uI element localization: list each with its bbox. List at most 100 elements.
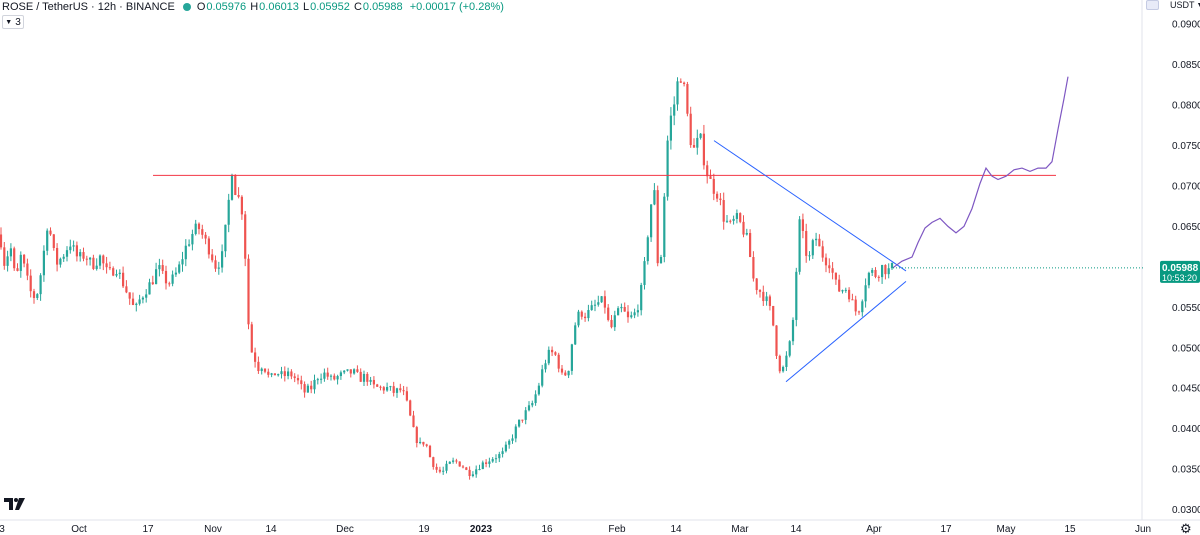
candle[interactable] <box>296 374 300 385</box>
candle[interactable] <box>458 461 461 467</box>
candle[interactable] <box>201 224 204 239</box>
candle[interactable] <box>560 365 564 375</box>
candle[interactable] <box>270 372 273 378</box>
candle[interactable] <box>234 174 237 196</box>
currency-selector[interactable]: USDT ▼ <box>1170 0 1200 10</box>
candle[interactable] <box>745 228 748 236</box>
candle[interactable] <box>26 258 29 281</box>
candle[interactable] <box>369 376 372 386</box>
candle[interactable] <box>85 255 88 266</box>
candle[interactable] <box>412 410 415 428</box>
candle[interactable] <box>191 229 194 251</box>
candle[interactable] <box>115 269 118 278</box>
candle[interactable] <box>250 321 253 353</box>
candle[interactable] <box>630 311 633 319</box>
candle[interactable] <box>537 382 540 396</box>
candle[interactable] <box>356 365 359 373</box>
candle[interactable] <box>643 256 646 290</box>
candle[interactable] <box>155 262 158 285</box>
candle[interactable] <box>343 370 346 375</box>
candle[interactable] <box>9 243 12 262</box>
candle[interactable] <box>808 251 811 261</box>
candle[interactable] <box>320 373 323 384</box>
candle[interactable] <box>257 356 260 374</box>
candle[interactable] <box>105 256 108 274</box>
candle[interactable] <box>323 368 326 382</box>
candle[interactable] <box>260 367 263 375</box>
candle[interactable] <box>36 293 39 301</box>
candle[interactable] <box>791 317 795 346</box>
candle[interactable] <box>871 267 874 277</box>
candle[interactable] <box>405 386 408 402</box>
candle[interactable] <box>640 282 643 316</box>
candle[interactable] <box>49 227 52 236</box>
candle[interactable] <box>633 308 636 319</box>
candle[interactable] <box>508 439 511 449</box>
candle[interactable] <box>669 107 672 150</box>
indicators-toggle-button[interactable]: ▼ 3 <box>2 15 24 29</box>
candle[interactable] <box>122 266 125 288</box>
candle[interactable] <box>6 250 9 272</box>
candle[interactable] <box>683 81 686 87</box>
trendline-lower[interactable] <box>785 281 907 383</box>
candle[interactable] <box>692 138 696 148</box>
candle[interactable] <box>42 245 45 282</box>
candle[interactable] <box>580 310 583 320</box>
candle[interactable] <box>145 289 148 303</box>
candle[interactable] <box>749 229 752 258</box>
candle[interactable] <box>465 466 468 471</box>
candle[interactable] <box>874 267 877 279</box>
candle[interactable] <box>494 454 498 463</box>
candle[interactable] <box>386 382 389 392</box>
candle[interactable] <box>108 261 111 271</box>
candle[interactable] <box>448 461 451 465</box>
candle[interactable] <box>422 441 425 447</box>
candle[interactable] <box>98 254 102 270</box>
candle[interactable] <box>178 261 181 275</box>
candle[interactable] <box>574 322 577 346</box>
candle[interactable] <box>511 434 514 444</box>
candle[interactable] <box>663 193 666 263</box>
candle[interactable] <box>197 222 201 235</box>
candle[interactable] <box>646 235 649 265</box>
candle[interactable] <box>716 191 719 202</box>
candle[interactable] <box>798 216 801 275</box>
candle[interactable] <box>62 254 65 262</box>
candle[interactable] <box>389 385 392 391</box>
candle[interactable] <box>204 232 207 245</box>
candle[interactable] <box>455 458 458 464</box>
candle[interactable] <box>171 270 174 287</box>
candle[interactable] <box>79 249 82 262</box>
candle[interactable] <box>32 288 36 304</box>
candle[interactable] <box>336 374 339 385</box>
candle[interactable] <box>409 399 412 417</box>
candle[interactable] <box>207 236 210 259</box>
candle[interactable] <box>244 210 247 267</box>
candle[interactable] <box>887 263 890 279</box>
candle[interactable] <box>673 96 676 126</box>
candle[interactable] <box>59 257 62 268</box>
candle[interactable] <box>607 304 610 322</box>
candle[interactable] <box>884 264 887 280</box>
candle[interactable] <box>818 234 821 247</box>
candle[interactable] <box>366 372 369 386</box>
candle[interactable] <box>544 359 547 373</box>
candle[interactable] <box>353 368 356 375</box>
candle[interactable] <box>541 364 544 388</box>
candle[interactable] <box>712 173 715 201</box>
candle[interactable] <box>729 219 732 224</box>
candle[interactable] <box>128 292 131 305</box>
candle[interactable] <box>768 294 771 311</box>
candle[interactable] <box>379 385 382 391</box>
candle[interactable] <box>112 266 115 277</box>
candle[interactable] <box>283 366 286 382</box>
candle[interactable] <box>161 259 164 274</box>
candle[interactable] <box>247 254 250 330</box>
candle[interactable] <box>227 193 230 233</box>
candle[interactable] <box>600 295 603 303</box>
candle[interactable] <box>82 247 85 262</box>
candle[interactable] <box>471 471 474 478</box>
candle[interactable] <box>329 374 333 381</box>
candle[interactable] <box>626 305 630 323</box>
